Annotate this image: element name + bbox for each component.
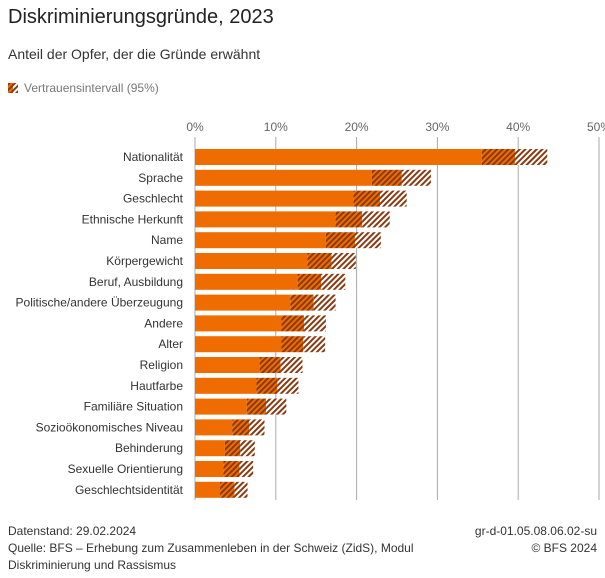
chart-title: Diskriminierungsgründe, 2023: [8, 6, 274, 28]
category-label: Name: [151, 233, 183, 247]
ci-lower-segment: [307, 253, 332, 269]
ci-upper-segment: [240, 440, 255, 457]
category-label: Sexuelle Orientierung: [68, 462, 183, 476]
chart-subtitle: Anteil der Opfer, der die Gründe erwähnt: [8, 46, 261, 62]
bar: [195, 273, 298, 290]
ci-lower-segment: [224, 440, 241, 457]
ci-lower-segment: [281, 315, 305, 332]
ci-upper-segment: [401, 169, 431, 186]
ci-upper-segment: [362, 211, 390, 228]
x-tick-label: 30%: [425, 120, 449, 134]
bar: [195, 294, 291, 311]
category-label: Behinderung: [115, 441, 183, 455]
ci-lower-segment: [481, 149, 515, 165]
category-label: Religion: [140, 358, 183, 372]
ci-lower-segment: [259, 357, 281, 373]
ci-lower-segment: [256, 377, 278, 394]
ci-upper-segment: [239, 461, 254, 477]
x-tick-label: 0%: [186, 120, 204, 134]
ci-upper-segment: [354, 232, 381, 249]
bar: [195, 377, 257, 394]
ci-upper-segment: [277, 377, 299, 394]
category-label: Andere: [144, 316, 183, 330]
category-label: Familiäre Situation: [84, 400, 183, 414]
ci-lower-segment: [297, 273, 322, 290]
category-label: Körpergewicht: [106, 254, 183, 268]
category-label: Beruf, Ausbildung: [89, 275, 183, 289]
bar: [195, 440, 225, 457]
ci-upper-segment: [380, 190, 407, 207]
ci-legend-swatch-icon: [8, 83, 18, 93]
ci-upper-segment: [266, 398, 287, 415]
bar-chart: 0% 10% 20% 30% 40% 50% Nationalität Sprache Ges…: [16, 120, 605, 500]
ci-upper-segment: [303, 336, 326, 353]
x-tick-label: 10%: [264, 120, 288, 134]
ci-upper-segment: [234, 481, 248, 498]
footer-copyright: © BFS 2024: [531, 541, 597, 555]
bar: [195, 149, 482, 165]
ci-upper-segment: [249, 419, 265, 436]
ci-lower-segment: [246, 398, 267, 415]
ci-lower-segment: [353, 190, 381, 207]
category-label: Alter: [158, 337, 183, 351]
ci-lower-segment: [223, 461, 240, 477]
bar: [195, 419, 233, 436]
ci-lower-segment: [325, 232, 355, 249]
ci-lower-segment: [232, 419, 250, 436]
x-tick-label: 50%: [587, 120, 605, 134]
category-label: Geschlecht: [123, 192, 184, 206]
bar: [195, 398, 247, 415]
bar: [195, 357, 260, 373]
bar: [195, 232, 326, 249]
x-tick-label: 20%: [345, 120, 369, 134]
bar: [195, 315, 282, 332]
category-label: Geschlechtsidentität: [75, 483, 184, 497]
ci-lower-segment: [335, 211, 363, 228]
bar: [195, 336, 282, 353]
ci-upper-segment: [313, 294, 336, 311]
bar: [195, 211, 336, 228]
category-label: Sozioökonomisches Niveau: [36, 420, 183, 434]
footer-source: Quelle: BFS – Erhebung zum Zusammenleben…: [8, 541, 414, 572]
ci-lower-segment: [220, 481, 235, 498]
bar: [195, 190, 354, 207]
ci-upper-segment: [280, 357, 303, 373]
ci-lower-segment: [281, 336, 304, 353]
category-label: Nationalität: [123, 150, 184, 164]
legend: Vertrauensintervall (95%): [8, 81, 159, 95]
ci-upper-segment: [321, 273, 346, 290]
legend-ci-label: Vertrauensintervall (95%): [24, 81, 159, 95]
bar: [195, 481, 221, 498]
ci-upper-segment: [331, 253, 356, 269]
footer-code: gr-d-01.05.08.06.02-su: [474, 524, 597, 538]
category-label: Ethnische Herkunft: [82, 212, 184, 226]
ci-upper-segment: [304, 315, 326, 332]
footer-datenstand: Datenstand: 29.02.2024: [8, 524, 137, 538]
category-label: Sprache: [138, 171, 183, 185]
bar: [195, 461, 224, 477]
ci-lower-segment: [290, 294, 314, 311]
bar: [195, 169, 372, 186]
x-tick-label: 40%: [506, 120, 530, 134]
category-label: Politische/andere Überzeugung: [16, 296, 183, 310]
category-label: Hautfarbe: [130, 379, 183, 393]
ci-lower-segment: [371, 169, 402, 186]
bar: [195, 253, 308, 269]
ci-upper-segment: [514, 149, 548, 165]
